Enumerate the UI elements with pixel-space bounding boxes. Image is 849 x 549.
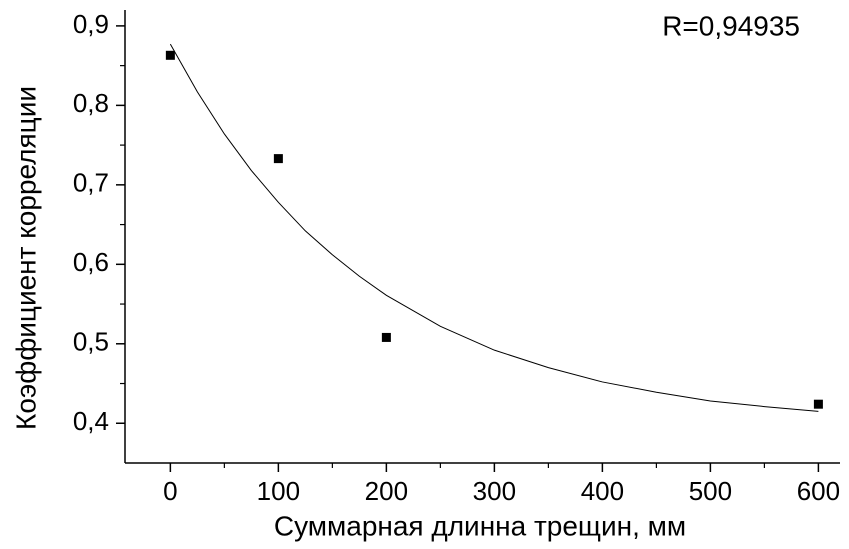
y-tick-label: 0,6 bbox=[73, 247, 109, 277]
x-tick-label: 600 bbox=[797, 476, 840, 506]
y-tick-label: 0,9 bbox=[73, 9, 109, 39]
x-tick-label: 0 bbox=[163, 476, 177, 506]
y-tick-label: 0,5 bbox=[73, 327, 109, 357]
x-tick-label: 400 bbox=[581, 476, 624, 506]
fit-curve bbox=[169, 43, 819, 412]
data-point bbox=[273, 154, 283, 164]
y-tick-label: 0,7 bbox=[73, 168, 109, 198]
data-point bbox=[165, 50, 175, 60]
data-point bbox=[813, 399, 823, 409]
y-tick-label: 0,8 bbox=[73, 88, 109, 118]
x-axis-title: Суммарная длинна трещин, мм bbox=[274, 510, 686, 541]
data-point bbox=[381, 332, 391, 342]
x-tick-label: 300 bbox=[473, 476, 516, 506]
y-axis-title: Коэффициент корреляции bbox=[10, 86, 41, 430]
x-tick-label: 500 bbox=[689, 476, 732, 506]
x-tick-label: 100 bbox=[257, 476, 300, 506]
y-tick-label: 0,4 bbox=[73, 406, 109, 436]
x-tick-label: 200 bbox=[365, 476, 408, 506]
annotation: R=0,94935 bbox=[662, 10, 800, 41]
